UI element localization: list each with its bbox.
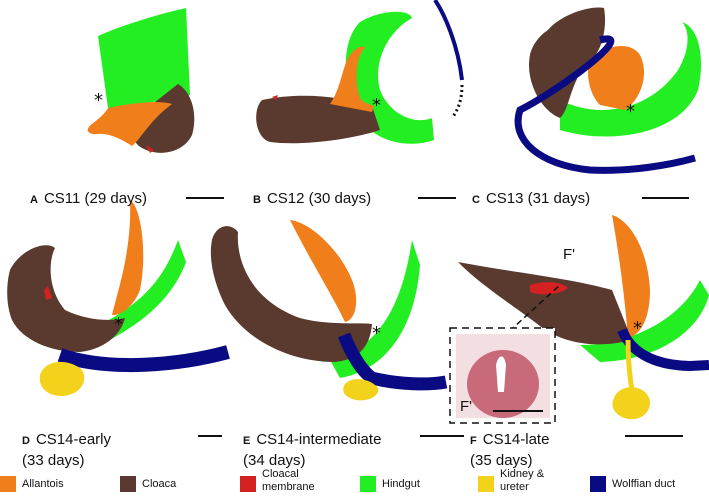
allantois — [290, 220, 357, 322]
section-marker-label: F' — [563, 246, 576, 263]
cloacal-membrane — [146, 145, 154, 153]
legend-label: Hindgut — [382, 478, 420, 490]
inset-scale-bar — [493, 410, 543, 412]
panel-c-scale-bar — [642, 197, 689, 199]
panel-f-scale-bar — [625, 435, 683, 437]
panel-c-model — [514, 7, 702, 174]
legend-label: Cloacal membrane — [262, 468, 315, 493]
cloaca — [458, 262, 632, 345]
hindgut — [330, 240, 420, 378]
hindgut — [580, 280, 709, 362]
allantois — [588, 45, 645, 111]
wolffian-duct — [514, 35, 696, 174]
wolffian-duct-dotted — [450, 84, 464, 119]
legend-swatch — [590, 476, 606, 492]
hindgut — [98, 8, 190, 108]
legend-label: Wolffian duct — [612, 478, 676, 490]
panel-a-caption: A CS11 (29 days) — [30, 190, 148, 207]
asterisk-marker-f: * — [633, 318, 642, 339]
panel-e-scale-bar — [420, 435, 464, 437]
legend-label: Kidney & ureter — [500, 468, 545, 493]
hindgut — [560, 22, 702, 137]
ureter — [625, 339, 635, 391]
legend: Allantois Cloaca Cloacal membrane Hindgu… — [0, 468, 709, 501]
asterisk-marker-d: * — [114, 314, 123, 335]
allantois — [330, 46, 374, 112]
panel-b-caption: B CS12 (30 days) — [253, 190, 372, 207]
histology-lumen — [496, 356, 506, 392]
panel-d-caption: D CS14-early (33 days) — [22, 431, 111, 469]
panel-b-scale-bar — [418, 197, 456, 199]
panel-c-caption: C CS13 (31 days) — [472, 190, 591, 207]
allantois — [87, 102, 172, 146]
cloacal-membrane — [44, 286, 52, 300]
panel-e-model — [210, 220, 448, 401]
legend-swatch — [478, 476, 494, 492]
allantois — [112, 200, 144, 316]
wolffian-duct — [617, 327, 709, 372]
panel-e-caption: E CS14-intermediate (34 days) — [243, 431, 382, 469]
wolffian-duct — [57, 345, 230, 373]
panel-f-caption: F CS14-late (35 days) — [470, 431, 550, 469]
cloacal-membrane — [530, 282, 568, 295]
wolffian-duct — [433, 0, 464, 81]
asterisk-marker-a: * — [94, 90, 103, 111]
inset-label: F' — [460, 398, 473, 415]
legend-label: Allantois — [22, 478, 64, 490]
kidney — [343, 379, 379, 401]
kidney — [612, 387, 650, 420]
panel-a-model — [87, 8, 195, 153]
hindgut — [90, 240, 186, 345]
legend-label: Cloaca — [142, 478, 177, 490]
cloaca — [132, 84, 195, 153]
legend-swatch — [360, 476, 376, 492]
legend-swatch — [240, 476, 256, 492]
cloaca — [210, 226, 372, 362]
panel-f-model — [449, 215, 709, 424]
kidney — [39, 361, 85, 396]
section-line — [479, 284, 561, 359]
asterisk-marker-e: * — [372, 323, 381, 344]
cloacal-membrane — [272, 95, 278, 100]
asterisk-marker-b: * — [372, 95, 381, 116]
legend-swatch — [0, 476, 16, 492]
panel-b-model — [256, 0, 464, 144]
legend-swatch — [120, 476, 136, 492]
allantois — [612, 215, 650, 338]
panel-a-scale-bar — [186, 197, 224, 199]
panel-d-model — [7, 200, 230, 396]
asterisk-marker-c: * — [626, 101, 635, 122]
wolffian-duct — [337, 332, 448, 391]
cloaca — [7, 245, 125, 352]
panel-d-scale-bar — [198, 435, 222, 437]
